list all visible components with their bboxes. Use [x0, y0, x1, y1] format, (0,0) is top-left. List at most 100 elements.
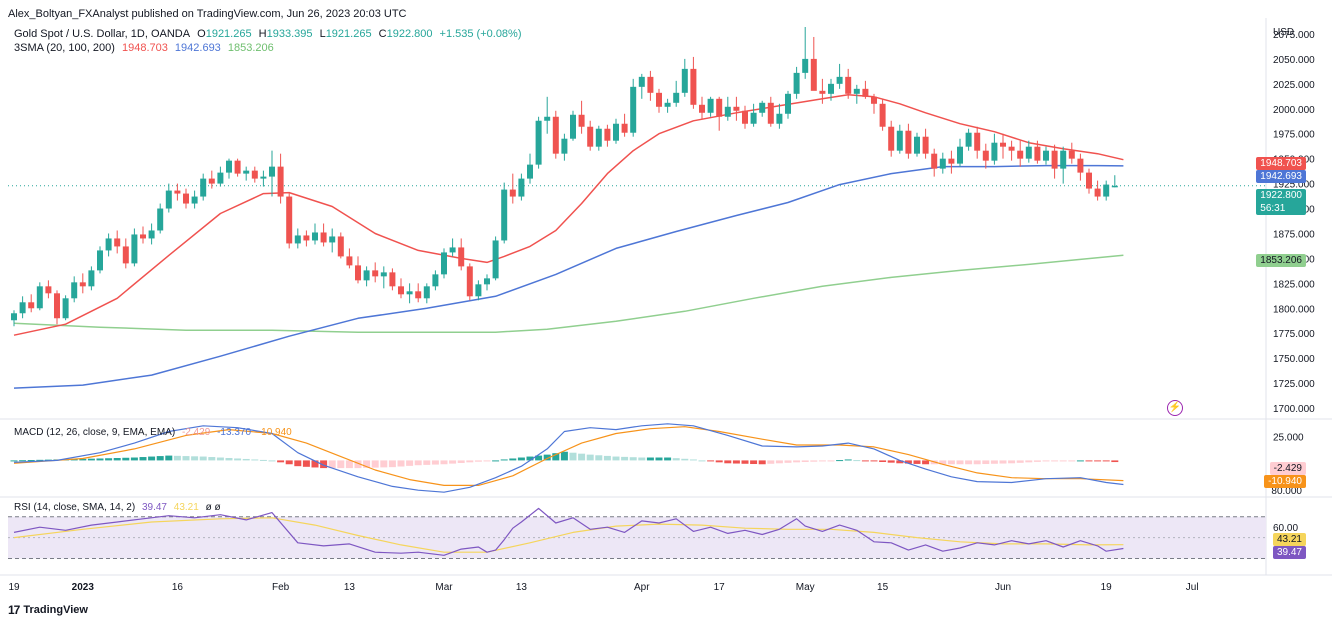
time-tick-label: Apr	[634, 582, 650, 593]
candle-body	[871, 96, 877, 104]
macd-hist-bar	[1102, 460, 1110, 462]
macd-hist-bar	[655, 457, 663, 461]
macd-hist-bar	[328, 460, 336, 469]
macd-hist-bar	[741, 460, 749, 464]
candle-body	[1077, 158, 1084, 173]
time-tick-label: May	[796, 582, 815, 593]
macd-hist-bar	[578, 453, 586, 461]
candle-body	[389, 272, 396, 287]
candle-body	[965, 132, 972, 147]
macd-hist-bar	[259, 459, 267, 461]
candle-body	[544, 116, 551, 121]
macd-hist-bar	[629, 457, 637, 461]
candle-body	[337, 236, 344, 257]
macd-hist-bar	[1111, 460, 1119, 463]
last-price-value: 1922.800	[1260, 190, 1302, 201]
price-tick-label: 2050.000	[1273, 55, 1315, 66]
time-tick-label: 17	[714, 582, 726, 593]
candle-body	[11, 313, 17, 321]
candle-body	[716, 98, 723, 117]
candle-body	[656, 92, 662, 107]
change-value: +1.535 (+0.08%)	[439, 28, 522, 40]
macd-hist-bar	[638, 457, 646, 461]
candle-body	[432, 274, 439, 287]
candle-body	[509, 189, 516, 197]
candle-body	[303, 235, 310, 241]
macd-hist-value: -2.429	[181, 427, 211, 438]
candle-body	[604, 128, 611, 141]
tradingview-mark-icon: 17	[8, 603, 20, 617]
macd-hist-bar	[371, 460, 379, 468]
candle-body	[742, 110, 748, 124]
macd-hist-bar	[345, 460, 353, 469]
price-tick-label: 2025.000	[1273, 80, 1315, 91]
candle-body	[518, 178, 525, 197]
candle-body	[165, 190, 172, 209]
macd-hist-bar	[784, 460, 792, 463]
macd-hist-bar	[758, 460, 766, 465]
macd-hist-bar	[612, 456, 620, 461]
currency-label: USD	[1273, 27, 1294, 38]
macd-hist-bar	[517, 457, 525, 461]
macd-hist-bar	[199, 456, 207, 461]
macd-hist-bar	[810, 460, 818, 462]
open-value: 1921.265	[205, 28, 252, 40]
candle-body	[54, 293, 60, 319]
candle-body	[1103, 184, 1110, 197]
candle-body	[97, 250, 103, 271]
macd-hist-bar	[285, 460, 293, 465]
macd-hist-bar	[277, 460, 285, 463]
macd-hist-bar	[148, 456, 156, 461]
macd-hist-bar	[414, 460, 422, 466]
candle-body	[36, 286, 43, 309]
candle-body	[552, 116, 559, 154]
macd-hist-bar	[646, 457, 654, 461]
macd-line	[13, 423, 1124, 493]
candle-body	[19, 302, 26, 314]
macd-hist-bar	[939, 460, 947, 465]
macd-hist-bar	[707, 460, 715, 462]
candle-body	[638, 76, 645, 87]
macd-hist-bar	[698, 460, 706, 462]
macd-hist-bar	[595, 455, 603, 461]
candle-body	[733, 106, 740, 111]
macd-hist-bar	[732, 460, 740, 464]
macd-hist-bar	[130, 457, 138, 461]
candle-body	[828, 83, 834, 94]
price-tick-label: 1725.000	[1273, 379, 1315, 390]
high-value: 1933.395	[266, 28, 313, 40]
macd-hist-bar	[956, 460, 964, 465]
candle-body	[217, 172, 224, 184]
candle-body	[79, 282, 86, 287]
tradingview-logo: 17 TradingView	[8, 603, 88, 617]
macd-hist-bar	[423, 460, 431, 465]
macd-hist-bar	[397, 460, 405, 467]
macd-hist-bar	[492, 460, 500, 462]
candle-body	[1086, 172, 1092, 189]
candle-body	[896, 130, 903, 151]
macd-hist-bar	[999, 460, 1007, 464]
macd-hist-bar	[965, 460, 973, 465]
sma100-axis-tag: 1942.693	[1256, 170, 1306, 183]
macd-signal-axis-tag: -10.940	[1264, 475, 1306, 488]
candle-body	[88, 270, 95, 287]
candle-body	[269, 166, 275, 177]
macd-hist-bar	[431, 460, 439, 465]
macd-hist-bar	[672, 458, 680, 461]
candle-body	[939, 158, 946, 169]
candle-body	[251, 170, 258, 179]
macd-hist-bar	[509, 458, 517, 461]
macd-hist-bar	[913, 460, 921, 464]
macd-hist-bar	[474, 460, 482, 462]
symbol-name: Gold Spot / U.S. Dollar, 1D, OANDA	[14, 28, 191, 40]
rsi-ma-value: 43.21	[173, 502, 199, 513]
macd-hist-bar	[818, 460, 826, 462]
candle-body	[312, 232, 318, 241]
sma100-value: 1942.693	[174, 42, 221, 54]
lightning-icon[interactable]: ⚡	[1167, 400, 1183, 416]
bar-countdown: 56:31	[1260, 203, 1286, 214]
macd-hist-bar	[1016, 460, 1024, 463]
low-value: 1921.265	[325, 28, 372, 40]
rsi-ma-line	[13, 517, 1124, 553]
